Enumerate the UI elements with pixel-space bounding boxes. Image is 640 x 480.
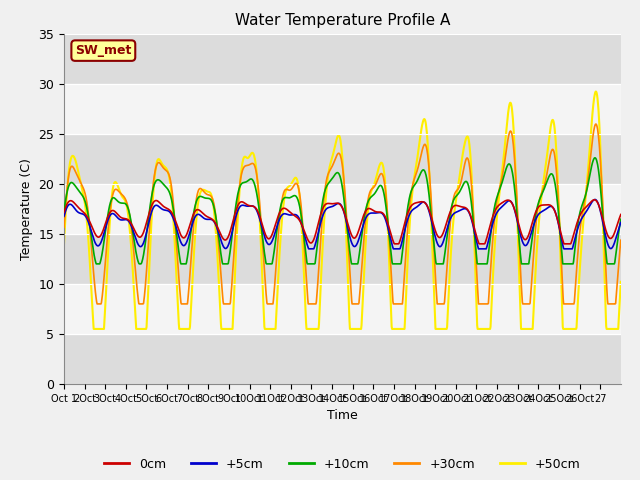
+5cm bbox=[96, 242, 104, 248]
+5cm bbox=[97, 240, 105, 245]
+50cm bbox=[90, 326, 97, 332]
Line: 0cm: 0cm bbox=[64, 200, 621, 244]
0cm bbox=[96, 234, 104, 240]
+10cm bbox=[591, 155, 599, 161]
+5cm bbox=[378, 211, 386, 216]
0cm bbox=[60, 209, 68, 215]
+5cm bbox=[60, 214, 68, 219]
+30cm bbox=[592, 121, 600, 127]
+50cm bbox=[450, 212, 458, 218]
+30cm bbox=[93, 301, 101, 307]
+10cm bbox=[579, 202, 586, 208]
0cm bbox=[579, 209, 586, 215]
Y-axis label: Temperature (C): Temperature (C) bbox=[20, 158, 33, 260]
0cm bbox=[591, 197, 598, 203]
0cm bbox=[378, 210, 385, 216]
+30cm bbox=[60, 224, 68, 230]
+30cm bbox=[579, 212, 586, 217]
Line: +30cm: +30cm bbox=[64, 124, 621, 304]
Title: Water Temperature Profile A: Water Temperature Profile A bbox=[235, 13, 450, 28]
+50cm bbox=[479, 326, 486, 332]
Line: +50cm: +50cm bbox=[64, 92, 621, 329]
X-axis label: Time: Time bbox=[327, 409, 358, 422]
+10cm bbox=[450, 196, 458, 202]
0cm bbox=[97, 232, 105, 238]
+5cm bbox=[617, 220, 625, 226]
+10cm bbox=[479, 261, 486, 267]
+10cm bbox=[96, 260, 104, 265]
Bar bbox=[64, 284, 621, 334]
Line: +10cm: +10cm bbox=[64, 158, 621, 264]
+50cm bbox=[617, 279, 625, 285]
+5cm bbox=[450, 211, 458, 216]
+10cm bbox=[92, 261, 100, 267]
+50cm bbox=[60, 241, 68, 247]
+50cm bbox=[97, 326, 105, 332]
+10cm bbox=[378, 184, 386, 190]
+10cm bbox=[97, 254, 105, 260]
Line: +5cm: +5cm bbox=[64, 200, 621, 249]
+5cm bbox=[305, 246, 313, 252]
0cm bbox=[479, 241, 486, 247]
Text: SW_met: SW_met bbox=[75, 44, 131, 57]
+10cm bbox=[617, 216, 625, 222]
+30cm bbox=[450, 193, 458, 199]
+50cm bbox=[592, 89, 600, 95]
+30cm bbox=[479, 301, 486, 307]
+50cm bbox=[579, 234, 586, 240]
0cm bbox=[450, 203, 458, 209]
+50cm bbox=[96, 326, 104, 332]
+10cm bbox=[60, 208, 68, 214]
+5cm bbox=[479, 246, 486, 252]
Bar bbox=[64, 84, 621, 134]
0cm bbox=[617, 212, 625, 217]
Bar bbox=[64, 184, 621, 234]
Legend: 0cm, +5cm, +10cm, +30cm, +50cm: 0cm, +5cm, +10cm, +30cm, +50cm bbox=[99, 453, 586, 476]
+30cm bbox=[378, 171, 386, 177]
+50cm bbox=[378, 160, 386, 166]
+30cm bbox=[96, 301, 104, 307]
+30cm bbox=[97, 300, 105, 306]
+5cm bbox=[591, 197, 599, 203]
+30cm bbox=[617, 237, 625, 243]
+5cm bbox=[579, 215, 586, 221]
0cm bbox=[391, 241, 399, 247]
